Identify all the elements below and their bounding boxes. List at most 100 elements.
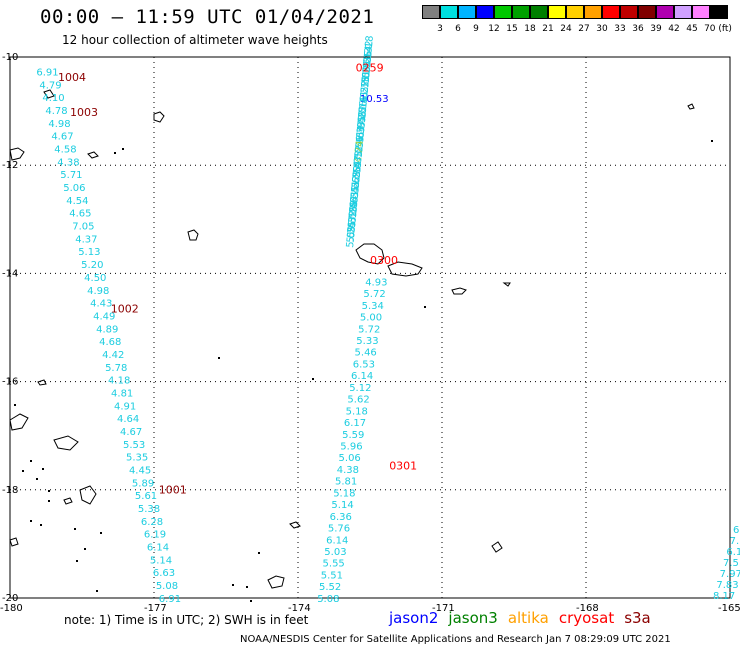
swh-label: 5.96 bbox=[340, 442, 362, 453]
islet-dot bbox=[250, 600, 252, 602]
colorbar-swatch bbox=[656, 5, 674, 19]
swh-label: 4.43 bbox=[90, 299, 112, 310]
map-frame bbox=[9, 56, 731, 599]
swh-label: 5.89 bbox=[132, 478, 154, 489]
swh-label: 5.06 bbox=[339, 453, 361, 464]
swh-label: 5.13 bbox=[78, 247, 100, 258]
swh-label: 5.64 bbox=[355, 125, 368, 148]
swh-label: 4.38 bbox=[57, 157, 79, 168]
swh-label: 6.14 bbox=[147, 543, 169, 554]
swh-label: 4.24 bbox=[353, 140, 366, 163]
swh-label: 5.46 bbox=[355, 348, 377, 359]
time-stamp: 1002 bbox=[111, 302, 139, 315]
swh-label: 5.22 bbox=[359, 80, 372, 103]
swh-label: 5.54 bbox=[351, 160, 364, 183]
swh-label: 6.36 bbox=[330, 512, 352, 523]
swh-label: 8.17 bbox=[713, 591, 735, 602]
swh-label: 5.28 bbox=[347, 200, 360, 223]
swh-label: 5.20 bbox=[81, 260, 103, 271]
swh-label: 5.12 bbox=[353, 145, 366, 168]
islet-dot bbox=[40, 524, 42, 526]
swh-label: 5.72 bbox=[358, 324, 380, 335]
lat-tick-label: -14 bbox=[2, 268, 18, 279]
lon-tick-label: -177 bbox=[144, 603, 167, 614]
islet-dot bbox=[30, 520, 32, 522]
lon-tick-label: -174 bbox=[288, 603, 311, 614]
swh-label: 4.38 bbox=[337, 465, 359, 476]
islet-dot bbox=[232, 584, 234, 586]
swh-label: 5.47 bbox=[352, 155, 365, 178]
grid-lines bbox=[10, 57, 730, 598]
colorbar-swatch bbox=[602, 5, 620, 19]
time-stamp: 0301 bbox=[389, 459, 417, 472]
swh-label: 5.78 bbox=[105, 363, 127, 374]
credit-line: NOAA/NESDIS Center for Satellite Applica… bbox=[240, 634, 671, 645]
swh-label: 6.91 bbox=[36, 67, 58, 78]
swh-label: 4.54 bbox=[66, 196, 88, 207]
swh-label: 5.33 bbox=[356, 336, 378, 347]
islet-dot bbox=[30, 460, 32, 462]
swh-label: 5.72 bbox=[363, 289, 385, 300]
swh-label: 6.14 bbox=[351, 371, 373, 382]
swh-label: 5.76 bbox=[328, 524, 350, 535]
island-outline bbox=[79, 485, 97, 505]
swh-label: 4.78 bbox=[45, 106, 67, 117]
lat-tick-label: -18 bbox=[2, 485, 18, 496]
swh-label: 4.67 bbox=[120, 427, 142, 438]
swh-label: 4.89 bbox=[96, 324, 118, 335]
colorbar-label: 36 bbox=[632, 24, 644, 34]
swh-label: 5.24 bbox=[361, 60, 374, 83]
swh-label: 4.18 bbox=[108, 376, 130, 387]
islet-dot bbox=[48, 500, 50, 502]
islet-dot bbox=[312, 378, 314, 380]
colorbar-swatch bbox=[710, 5, 728, 19]
swh-label: 4.10 bbox=[42, 93, 64, 104]
swh-label: 5.51 bbox=[321, 570, 343, 581]
colorbar-label: 3 bbox=[437, 24, 443, 34]
colorbar-swatch bbox=[638, 5, 656, 19]
swh-label: 4.68 bbox=[99, 337, 121, 348]
swh-label: 7.97 bbox=[720, 569, 740, 580]
colorbar-label: 33 bbox=[614, 24, 626, 34]
colorbar-label: 27 bbox=[578, 24, 590, 34]
legend-item: jason2 bbox=[389, 609, 439, 627]
island-outline bbox=[491, 541, 503, 553]
lat-tick-label: -20 bbox=[2, 593, 18, 604]
time-stamp: 1003 bbox=[70, 106, 98, 119]
colorbar-swatch bbox=[458, 5, 476, 19]
island-outline bbox=[387, 261, 423, 277]
swh-label: 5.18 bbox=[363, 35, 376, 58]
swh-label: 5.22 bbox=[356, 105, 369, 128]
swh-label: 6.53 bbox=[353, 359, 375, 370]
islet-dot bbox=[84, 548, 86, 550]
swh-label: 5.00 bbox=[360, 313, 382, 324]
swh-label: 5.32 bbox=[363, 40, 376, 63]
swh-label: 5.37 bbox=[355, 120, 368, 143]
colorbar-label: 9 bbox=[473, 24, 479, 34]
swh-label: 5.35 bbox=[349, 185, 362, 208]
swh-label: 4.64 bbox=[117, 414, 139, 425]
swh-label: 5.03 bbox=[324, 547, 346, 558]
islet-dot bbox=[114, 152, 116, 154]
swh-label: 5.06 bbox=[63, 183, 85, 194]
swh-label: 7.05 bbox=[72, 222, 94, 233]
swh-label: 4.50 bbox=[84, 273, 106, 284]
swh-label: 6.17 bbox=[344, 418, 366, 429]
swh-label: 5.61 bbox=[135, 491, 157, 502]
time-stamp: 1004 bbox=[58, 71, 86, 84]
colorbar-label: 18 bbox=[524, 24, 536, 34]
swh-label: 5.09 bbox=[360, 65, 373, 88]
swh-label: 5.47 bbox=[346, 215, 359, 238]
swh-label: 6.19 bbox=[144, 530, 166, 541]
swh-label: 5.18 bbox=[347, 205, 360, 228]
islet-dot bbox=[22, 470, 24, 472]
swh-label: 7. bbox=[730, 536, 740, 547]
swh-label: 5.08 bbox=[156, 581, 178, 592]
swh-label: 4.91 bbox=[114, 401, 136, 412]
swh-label: 4.81 bbox=[111, 388, 133, 399]
island-outline bbox=[355, 243, 385, 265]
swh-label: 6.91 bbox=[159, 594, 181, 605]
islet-dot bbox=[76, 560, 78, 562]
swh-label: 5.41 bbox=[358, 90, 371, 113]
